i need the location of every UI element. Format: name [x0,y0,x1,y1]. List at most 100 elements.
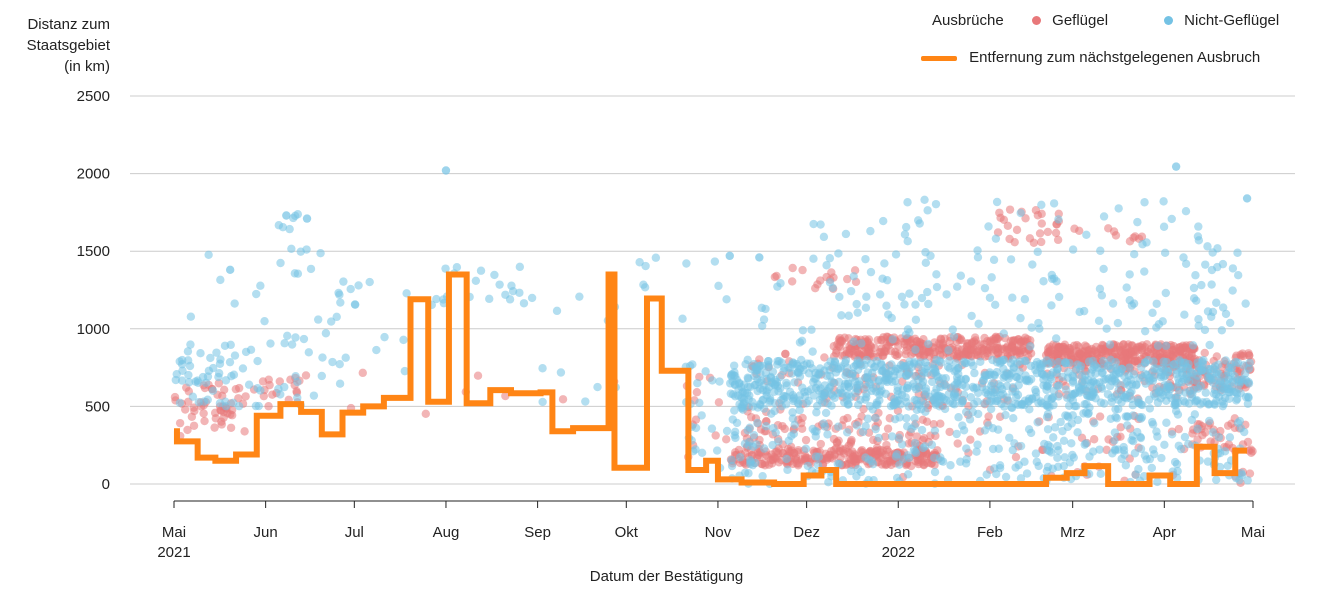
scatter-point [995,461,1005,470]
scatter-point [881,432,890,441]
scatter-point [910,414,919,423]
scatter-point [842,428,852,437]
scatter-point [1163,351,1172,360]
scatter-point [1118,340,1128,349]
scatter-point [760,458,769,468]
scatter-point [1207,312,1216,321]
scatter-point [1181,388,1190,397]
scatter-point [961,374,970,384]
scatter-point [275,377,284,386]
scatter-point [199,409,208,418]
scatter-point [710,257,720,266]
scatter-point [923,287,932,297]
scatter-point [883,424,893,433]
scatter-point [922,417,932,426]
scatter-point [1054,357,1063,367]
scatter-point [341,353,350,362]
scatter-point [772,377,782,387]
scatter-point [853,356,863,365]
scatter-point [1079,306,1089,316]
y-axis-title-line-3: (in km) [64,58,110,75]
scatter-point [743,355,752,365]
scatter-point [1073,360,1082,369]
scatter-point [1016,337,1025,347]
scatter-point [1096,469,1105,479]
scatter-point [834,422,843,431]
scatter-point [1061,385,1071,394]
scatter-point [1212,298,1221,307]
scatter-point [1083,409,1093,419]
scatter-point [264,402,273,411]
scatter-point [1184,439,1193,449]
scatter-point [921,358,930,367]
scatter-point [215,399,225,408]
scatter-point [651,253,661,262]
scatter-point [745,423,754,432]
scatter-point [1068,245,1078,254]
scatter-point [1157,453,1166,463]
scatter-point [848,447,857,456]
scatter-point [1061,358,1070,368]
scatter-point [1091,394,1100,403]
scatter-point [852,299,861,309]
scatter-point [203,372,213,381]
scatter-point [1217,326,1227,335]
scatter-point [1162,418,1171,427]
scatter-point [1189,385,1198,395]
scatter-point [1142,370,1151,380]
scatter-point [773,360,782,369]
scatter-point [238,364,248,373]
scatter-point [887,313,896,323]
scatter-point [1016,474,1026,483]
scatter-point [306,264,316,274]
scatter-point [777,402,787,411]
scatter-point [1210,385,1220,394]
scatter-point [1114,404,1123,414]
scatter-point [1212,475,1221,484]
scatter-point [924,299,933,309]
scatter-point [861,453,870,462]
scatter-point [958,396,967,406]
scatter-point [266,339,275,348]
scatter-point [184,370,193,380]
scatter-point [490,270,499,280]
scatter-point [887,432,897,441]
scatter-point [293,210,303,219]
scatter-point [951,359,960,368]
scatter-point [1073,415,1083,425]
scatter-point [861,254,870,264]
scatter-point [1023,334,1032,344]
scatter-point [1160,440,1169,450]
scatter-point [886,366,896,376]
scatter-point [1033,211,1043,220]
scatter-point [1056,417,1065,427]
scatter-point [904,431,914,440]
scatter-point [787,369,797,378]
scatter-point [856,395,865,405]
scatter-point [402,289,411,298]
scatter-point [304,348,314,357]
scatter-point [1089,435,1099,444]
scatter-point [744,469,753,478]
scatter-point [1238,349,1247,358]
scatter-point [1192,296,1201,305]
scatter-point [186,312,196,321]
x-tick-label-mrz: Mrz [1060,524,1085,541]
scatter-point [175,398,185,408]
scatter-point [904,402,913,411]
scatter-point [1059,461,1069,471]
scatter-point [302,214,312,223]
scatter-point [725,251,734,261]
y-axis-title-line-1: Distanz zum [27,16,110,33]
scatter-point [1006,336,1016,346]
scatter-point [1032,357,1042,367]
scatter-point [1032,457,1041,467]
scatter-point [930,453,939,462]
scatter-point [1037,219,1046,228]
scatter-point [1172,459,1182,469]
scatter-point [538,364,547,373]
scatter-point [328,357,337,367]
scatter-point [175,418,185,428]
scatter-point [829,434,839,444]
scatter-point [931,199,941,209]
